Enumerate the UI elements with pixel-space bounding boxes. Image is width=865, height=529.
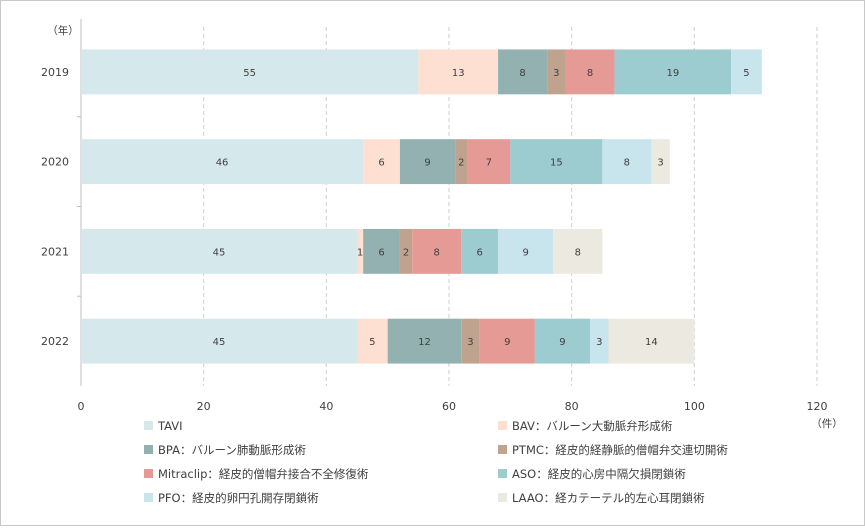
data-label: 12 <box>418 337 431 348</box>
data-label: 45 <box>213 337 226 348</box>
data-label: 2 <box>458 158 464 169</box>
bar-segment <box>467 139 511 185</box>
data-label: 8 <box>519 68 525 79</box>
bar-segment <box>418 49 499 95</box>
y-tick-label-2020: 2020 <box>41 156 69 169</box>
legend-swatch <box>498 421 507 430</box>
x-tick-label-100: 100 <box>684 400 705 413</box>
y-tick-label-2019: 2019 <box>41 66 69 79</box>
data-label: 1 <box>357 247 363 258</box>
data-label: 8 <box>624 158 630 169</box>
x-tick-label-20: 20 <box>197 400 211 413</box>
data-label: 8 <box>587 68 593 79</box>
legend-swatch <box>144 421 153 430</box>
legend-swatch <box>498 445 507 454</box>
bar-segment <box>81 318 357 364</box>
bar-segment <box>510 139 603 185</box>
bars: 55 13 8 3 8 19 5 46 6 9 2 7 15 8 3 45 1 6 2 8 6 9 8 45 5 12 3 9 9 3 14 <box>81 49 762 364</box>
bar-segment <box>455 139 468 185</box>
bar-segment <box>387 318 462 364</box>
legend-label: Mitraclip：経皮的僧帽弁接合不全修復術 <box>158 467 369 481</box>
bar-segment <box>614 49 732 95</box>
data-label: 14 <box>645 337 658 348</box>
legend-swatch <box>144 445 153 454</box>
data-label: 9 <box>424 158 430 169</box>
bar-segment <box>608 318 695 364</box>
bar-segment <box>602 139 652 185</box>
data-label: 8 <box>575 247 581 258</box>
bar-segment <box>651 139 670 185</box>
data-label: 5 <box>743 68 749 79</box>
data-label: 8 <box>434 247 440 258</box>
x-tick-label-40: 40 <box>319 400 333 413</box>
legend-swatch <box>144 469 153 478</box>
data-label: 3 <box>596 337 602 348</box>
bar-segment <box>357 318 388 364</box>
x-unit-label: （件） <box>811 418 843 430</box>
legend-label: TAVI <box>157 419 183 433</box>
data-label: 6 <box>378 158 384 169</box>
data-label: 45 <box>213 247 226 258</box>
bar-segment <box>498 49 548 95</box>
bar-segment <box>81 139 364 185</box>
x-tick-label-120: 120 <box>807 400 828 413</box>
bar-segment <box>399 139 456 185</box>
data-label: 13 <box>452 68 465 79</box>
legend-label: BAV：バルーン大動脈弁形成術 <box>512 419 673 433</box>
legend-label: PFO：経皮的卵円孔開存閉鎖術 <box>158 491 319 505</box>
legend-label: ASO：経皮的心房中隔欠損閉鎖術 <box>512 467 686 481</box>
data-label: 46 <box>216 158 229 169</box>
bar-segment <box>81 49 419 95</box>
legend-swatch <box>144 493 153 502</box>
data-label: 5 <box>369 337 375 348</box>
y-tick-label-2021: 2021 <box>41 245 69 258</box>
bar-segment <box>363 228 400 274</box>
legend-swatch <box>498 493 507 502</box>
bar-segment <box>553 228 603 274</box>
x-tick-label-0: 0 <box>78 400 85 413</box>
data-label: 6 <box>476 247 482 258</box>
bar-segment <box>534 318 591 364</box>
data-label: 3 <box>553 68 559 79</box>
bar-segment <box>498 228 554 274</box>
data-label: 15 <box>550 158 563 169</box>
bar-segment <box>412 228 462 274</box>
x-tick-label-60: 60 <box>442 400 456 413</box>
bar-segment <box>565 49 615 95</box>
bar-segment <box>731 49 762 95</box>
bar-segment <box>547 49 566 95</box>
bar-segment <box>461 318 480 364</box>
legend-label: BPA：バルーン肺動脈形成術 <box>158 443 306 457</box>
bar-segment <box>479 318 535 364</box>
legend: TAVI BAV：バルーン大動脈弁形成術 BPA：バルーン肺動脈形成術 PTMC：経皮… <box>144 419 728 505</box>
bar-segment <box>590 318 609 364</box>
bar-segment <box>461 228 499 274</box>
bar-segment <box>81 228 357 274</box>
bar-segment <box>363 139 400 185</box>
data-label: 55 <box>243 68 256 79</box>
data-label: 2 <box>403 247 409 258</box>
data-label: 6 <box>378 247 384 258</box>
data-label: 7 <box>486 158 492 169</box>
legend-swatch <box>498 469 507 478</box>
data-label: 9 <box>522 247 528 258</box>
data-label: 19 <box>666 68 679 79</box>
data-label: 3 <box>467 337 473 348</box>
y-tick-label-2022: 2022 <box>41 335 69 348</box>
data-label: 9 <box>559 337 565 348</box>
y-unit-label: （年） <box>47 24 79 37</box>
x-tick-label-80: 80 <box>565 400 579 413</box>
legend-label: LAAO：経カテーテル的左心耳閉鎖術 <box>512 491 705 505</box>
data-label: 3 <box>657 158 663 169</box>
legend-label: PTMC：経皮的経静脈的僧帽弁交連切開術 <box>512 443 728 457</box>
bar-segment <box>357 228 364 274</box>
data-label: 9 <box>504 337 510 348</box>
bar-segment <box>399 228 413 274</box>
